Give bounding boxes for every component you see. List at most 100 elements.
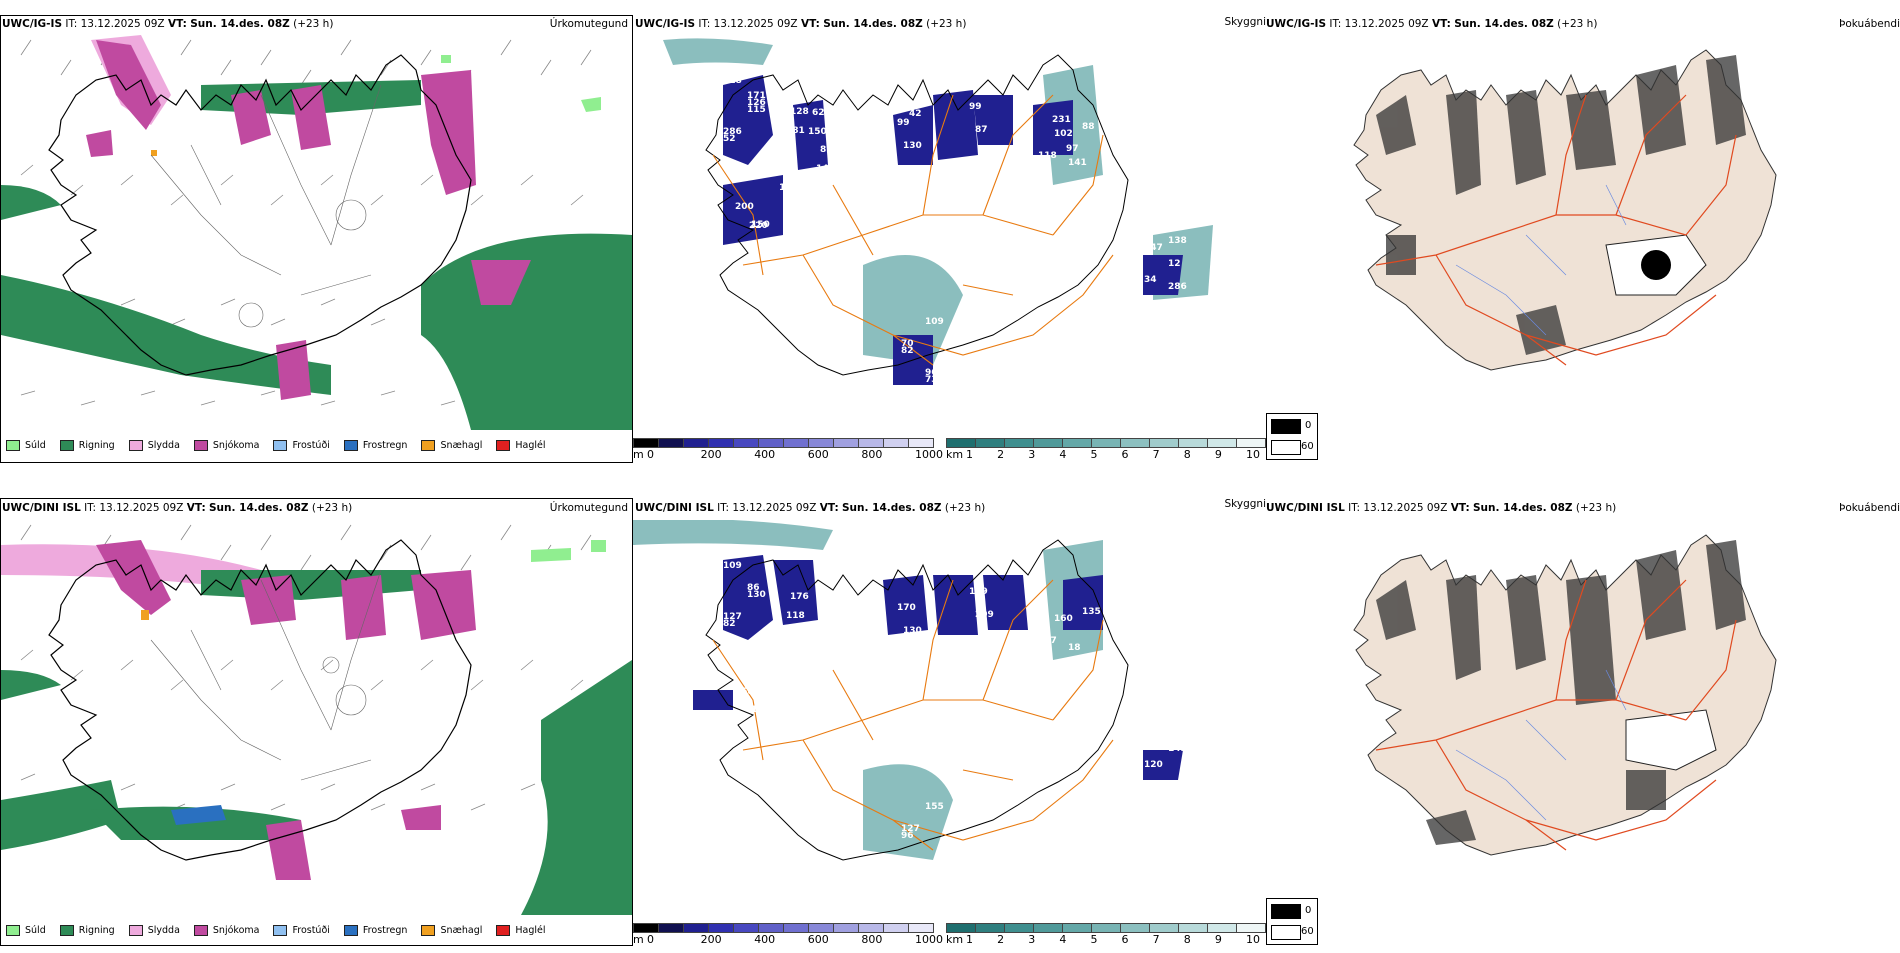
cloud-base-value: 127 (723, 612, 742, 622)
colorbar-tick-label: 4 (1059, 448, 1067, 461)
colorbar-tick-label: 800 (861, 933, 883, 946)
precip-type-panel: UWC/IG-IS IT: 13.12.2025 09Z VT: Sun. 14… (0, 0, 633, 475)
cloud-base-value: 176 (790, 592, 809, 602)
cloud-base-value: 12 (1168, 259, 1181, 269)
precip-legend-label: Snjókoma (212, 925, 260, 936)
colorbar-tick-label: 2 (997, 448, 1005, 461)
colorbar-segment (908, 438, 934, 448)
panel-title: Skyggni (1224, 16, 1267, 28)
cloud-base-value: 130 (747, 590, 766, 600)
precip-legend-item: Frostregn (343, 925, 407, 936)
cloud-base-value: 109 (925, 317, 944, 327)
cloud-base-value: 267 (1038, 636, 1057, 646)
fog-legend: 0 60 (1266, 898, 1318, 945)
colorbar-tick-label: 400 (754, 448, 776, 461)
colorbar-tick-label: 200 (700, 448, 722, 461)
precip-legend-swatch (128, 925, 143, 936)
fog-map (1306, 35, 1900, 415)
colorbar-tick-label: 9 (1214, 933, 1222, 946)
precip-legend-label: Rigning (78, 440, 115, 451)
precip-legend-label: Haglél (515, 440, 546, 451)
precip-legend-swatch (273, 440, 288, 451)
colorbar-segment (1236, 438, 1266, 448)
colorbar-segment (1149, 923, 1179, 933)
cloud-base-value: 130 (903, 626, 922, 636)
colorbar-tick-label: 4 (1059, 933, 1067, 946)
colorbar-segment (1120, 923, 1150, 933)
colorbar-unit: km (946, 933, 964, 946)
colorbar-segment (758, 438, 784, 448)
colorbar-tick-label: 5 (1090, 933, 1098, 946)
cloud-base-value: 97 (1066, 144, 1079, 154)
precip-legend-item: Snjókoma (193, 440, 259, 451)
cloud-base-value: 111 (1168, 721, 1187, 731)
precip-legend-item: Rigning (59, 440, 115, 451)
fog-legend-label-0: 0 (1305, 420, 1312, 431)
cloud-base-value: 231 (1052, 115, 1071, 125)
colorbar-segment (658, 923, 684, 933)
cloud-base-value: 182 (751, 705, 770, 715)
colorbar-segment (1004, 438, 1034, 448)
cloud-base-value: 76 (820, 630, 833, 640)
cloud-base-value: 170 (897, 603, 916, 613)
panel-title: Þokuábendi (1839, 502, 1900, 514)
cloud-base-value: 286 (723, 127, 742, 137)
cloud-base-value: 86 (747, 583, 760, 593)
colorbar-segment (1149, 438, 1179, 448)
precip-legend-swatch (273, 925, 288, 936)
colorbar-tick-label: 6 (1121, 448, 1129, 461)
precip-legend-item: Súld (6, 440, 46, 451)
colorbar-unit: m (633, 448, 644, 461)
precip-type-panel: UWC/DINI ISL IT: 13.12.2025 09Z VT: Sun.… (0, 478, 633, 953)
colorbar-segment (1178, 923, 1208, 933)
panel-title: Úrkomutegund (549, 18, 628, 30)
cloud-base-value: 115 (747, 105, 766, 115)
cloud-base-panel: UWC/DINI ISL IT: 13.12.2025 09Z VT: Sun.… (633, 478, 1266, 953)
colorbar-unit: m (633, 933, 644, 946)
precip-legend-item: Súld (6, 925, 46, 936)
colorbar-segment (708, 923, 734, 933)
colorbar-segment (733, 438, 759, 448)
colorbar-tick-label: 10 (1246, 448, 1260, 461)
cloud-base-value: 138 (1168, 236, 1187, 246)
precip-legend: Súld Rigning Slydda Snjókoma Frostúði Frostre… (6, 440, 560, 451)
precip-legend-swatch (59, 925, 74, 936)
precip-legend-label: Snæhagl (440, 925, 483, 936)
fog-legend: 0 60 (1266, 413, 1318, 460)
fog-legend-label-0: 0 (1305, 905, 1312, 916)
panel-header: UWC/IG-IS IT: 13.12.2025 09Z VT: Sun. 14… (1266, 18, 1598, 30)
cloud-base-value: 147 (1144, 243, 1163, 253)
fog-legend-label-1: 60 (1301, 441, 1314, 452)
fog-legend-swatch-1 (1271, 925, 1301, 940)
colorbar-tick-label: 400 (754, 933, 776, 946)
cloud-base-value: 118 (1038, 151, 1057, 161)
precip-map (1, 35, 632, 430)
cloud-base-value: 127 (901, 824, 920, 834)
precip-legend-label: Rigning (78, 925, 115, 936)
colorbar-segment (908, 923, 934, 933)
precip-legend-swatch (6, 925, 20, 936)
cloud-base-value: 135 (1082, 607, 1101, 617)
colorbar-segment (658, 438, 684, 448)
cloud-base-value: 171 (747, 91, 766, 101)
map-frame (0, 498, 633, 946)
colorbar-segment (1091, 438, 1121, 448)
colorbar-segment (833, 438, 859, 448)
precip-legend-label: Slydda (147, 440, 180, 451)
panel-title: Skyggni (1224, 498, 1267, 510)
panel-title: Úrkomutegund (549, 502, 628, 514)
cloud-base-value: 99 (897, 118, 910, 128)
precip-legend: Súld Rigning Slydda Snjókoma Frostúði Frostre… (6, 925, 560, 936)
precip-legend-item: Frostúði (273, 925, 330, 936)
colorbar-segment (808, 438, 834, 448)
colorbar-tick-label: 3 (1028, 448, 1036, 461)
colorbar-segment (883, 923, 909, 933)
cloud-base-value: 82 (820, 145, 833, 155)
colorbar-segment (1062, 438, 1092, 448)
colorbar-segment (1091, 923, 1121, 933)
colorbar-segment (783, 923, 809, 933)
cloud-base-value: 62 (812, 108, 825, 118)
panel-header: UWC/DINI ISL IT: 13.12.2025 09Z VT: Sun.… (635, 502, 986, 514)
fog-legend-swatch-1 (1271, 440, 1301, 455)
colorbar-unit: km (946, 448, 964, 461)
